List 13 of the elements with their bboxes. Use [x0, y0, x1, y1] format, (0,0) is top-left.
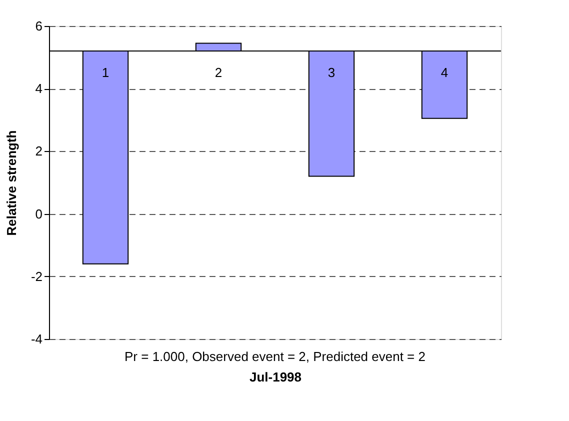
y-tick-label: 0 — [35, 206, 42, 222]
y-tick-label: 4 — [35, 81, 42, 96]
y-tick-label: -2 — [30, 268, 42, 284]
x-axis-title: Jul-1998 — [249, 370, 302, 384]
y-tick-label: 2 — [35, 144, 42, 159]
x-tick-label: 4 — [440, 65, 448, 80]
x-tick-label: 3 — [328, 65, 336, 80]
x-tick-label: 1 — [102, 65, 110, 80]
text: Pr = 1.000, Observed event = 2, Predicted event = 2 — [124, 349, 426, 364]
y-tick-label: -4 — [30, 332, 42, 346]
y-axis-title: Relative strength — [4, 130, 19, 236]
x-tick-label: 2 — [214, 65, 222, 80]
y-tick-label: 6 — [35, 18, 42, 34]
